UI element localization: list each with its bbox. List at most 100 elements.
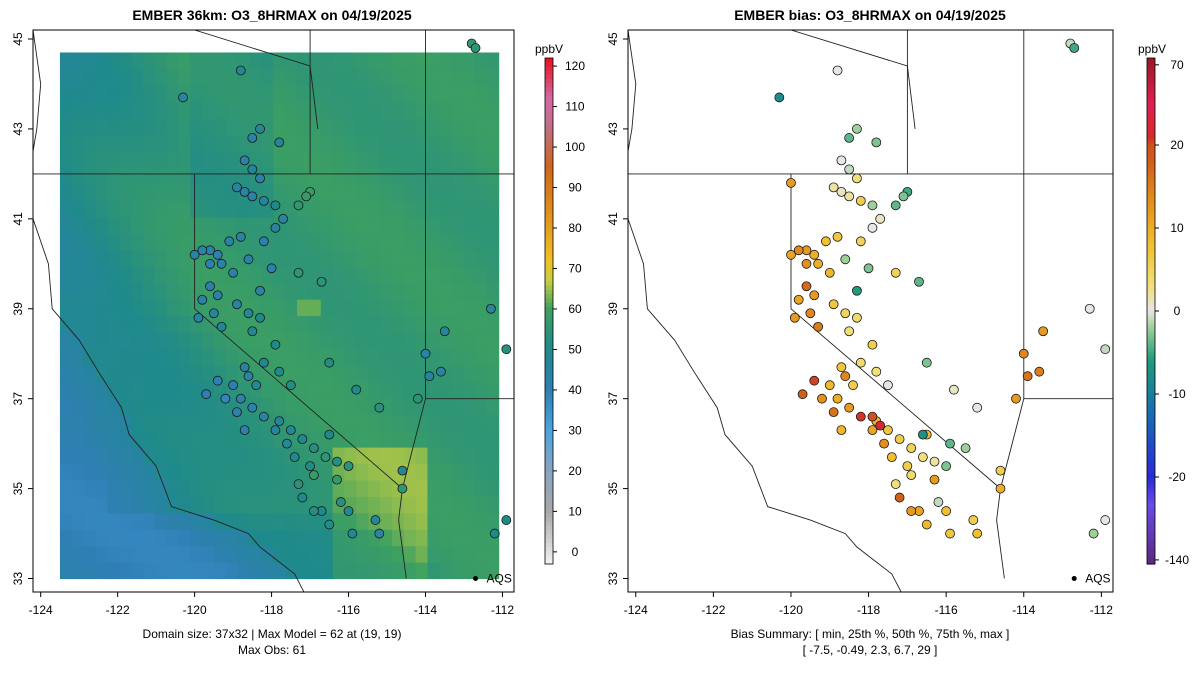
heatmap-cell: [59, 266, 73, 284]
bias-stations: [774, 38, 1111, 539]
heatmap-cell: [178, 151, 191, 169]
heatmap-cell: [142, 183, 156, 202]
colorbar-segment: [1147, 551, 1155, 556]
heatmap-cell: [320, 545, 334, 563]
heatmap-cell: [202, 183, 215, 202]
colorbar-segment: [545, 555, 553, 561]
colorbar-segment: [1147, 137, 1155, 141]
heatmap-cell: [95, 68, 108, 86]
bias-marker: [894, 492, 905, 503]
heatmap-cell: [356, 151, 369, 169]
heatmap-cell: [190, 348, 203, 366]
bias-marker: [914, 276, 924, 287]
bias-marker: [828, 299, 839, 310]
heatmap-cell: [427, 134, 440, 152]
bias-marker: [832, 231, 843, 242]
heatmap-cell: [403, 512, 417, 530]
heatmap-cell: [261, 167, 274, 185]
heatmap-cell: [202, 52, 215, 70]
heatmap-cell: [451, 331, 464, 349]
colorbar-segment: [1147, 500, 1155, 505]
heatmap-cell: [166, 414, 180, 432]
colorbar-segment: [1147, 304, 1155, 309]
heatmap-cell: [380, 118, 393, 136]
bias-marker: [995, 483, 1006, 494]
heatmap-cell: [297, 545, 310, 563]
x-tick-label: -114: [414, 603, 437, 617]
colorbar-segment: [1147, 396, 1155, 401]
heatmap-cell: [308, 249, 322, 267]
bias-marker: [774, 92, 785, 103]
heatmap-cell: [403, 447, 417, 465]
heatmap-cell: [463, 282, 476, 300]
colorbar-segment: [1147, 238, 1155, 243]
heatmap-cell: [486, 512, 500, 530]
colorbar-segment: [1147, 560, 1155, 565]
heatmap-cell: [403, 348, 417, 366]
heatmap-cell: [107, 430, 120, 448]
heatmap-cell: [214, 200, 227, 218]
colorbar-segment: [1147, 478, 1155, 483]
heatmap-cell: [131, 397, 144, 415]
heatmap-cell: [154, 52, 168, 70]
heatmap-cell: [71, 529, 85, 547]
station-marker: [212, 290, 223, 301]
heatmap-cell: [107, 134, 120, 152]
heatmap-cell: [214, 331, 227, 349]
heatmap-cell: [332, 512, 346, 530]
heatmap-cell: [356, 299, 369, 317]
heatmap-cell: [107, 118, 120, 136]
heatmap-cell: [249, 529, 263, 547]
heatmap-cell: [59, 200, 73, 218]
heatmap-cell: [166, 496, 180, 514]
heatmap-cell: [154, 447, 168, 465]
station-marker: [189, 249, 200, 260]
heatmap-cell: [380, 216, 393, 234]
bias-marker: [852, 173, 862, 184]
heatmap-cell: [486, 233, 500, 251]
heatmap-cell: [59, 562, 73, 580]
boundary-line: [987, 591, 997, 592]
heatmap-cell: [261, 545, 274, 563]
heatmap-cell: [474, 299, 488, 317]
x-tick-label: -124: [29, 603, 53, 617]
heatmap-cell: [391, 101, 405, 119]
heatmap-cell: [368, 496, 381, 514]
heatmap-cell: [391, 151, 405, 169]
colorbar-segment: [1147, 127, 1155, 132]
heatmap-cell: [178, 52, 191, 70]
heatmap-cell: [107, 216, 120, 234]
heatmap-cell: [474, 496, 488, 514]
heatmap-cell: [202, 68, 215, 86]
heatmap-cell: [71, 266, 85, 284]
bias-marker: [805, 308, 816, 319]
heatmap-cell: [214, 529, 227, 547]
model-colorbar-unit: ppbV: [535, 42, 563, 56]
heatmap-cell: [344, 447, 357, 465]
colorbar-segment: [1147, 352, 1155, 356]
colorbar-segment: [545, 281, 553, 287]
bias-marker: [929, 456, 940, 467]
heatmap-cell: [83, 512, 97, 530]
heatmap-cell: [391, 266, 405, 284]
aqs-site-marker: [473, 576, 479, 582]
heatmap-cell: [154, 364, 168, 382]
heatmap-cell: [166, 266, 180, 284]
station-marker: [239, 155, 250, 166]
heatmap-cell: [332, 52, 346, 70]
colorbar-segment: [1147, 538, 1155, 543]
colorbar-segment: [1147, 124, 1155, 129]
colorbar-segment: [545, 163, 553, 169]
heatmap-cell: [107, 200, 120, 218]
colorbar-segment: [1147, 235, 1155, 239]
heatmap-cell: [297, 216, 310, 234]
heatmap-cell: [107, 266, 120, 284]
heatmap-cell: [427, 397, 440, 415]
heatmap-cell: [273, 249, 286, 267]
colorbar-segment: [1147, 342, 1155, 347]
heatmap-cell: [451, 266, 464, 284]
colorbar-segment: [1147, 171, 1155, 176]
colorbar-segment: [545, 450, 553, 455]
bias-marker: [917, 452, 928, 463]
heatmap-cell: [415, 183, 429, 202]
